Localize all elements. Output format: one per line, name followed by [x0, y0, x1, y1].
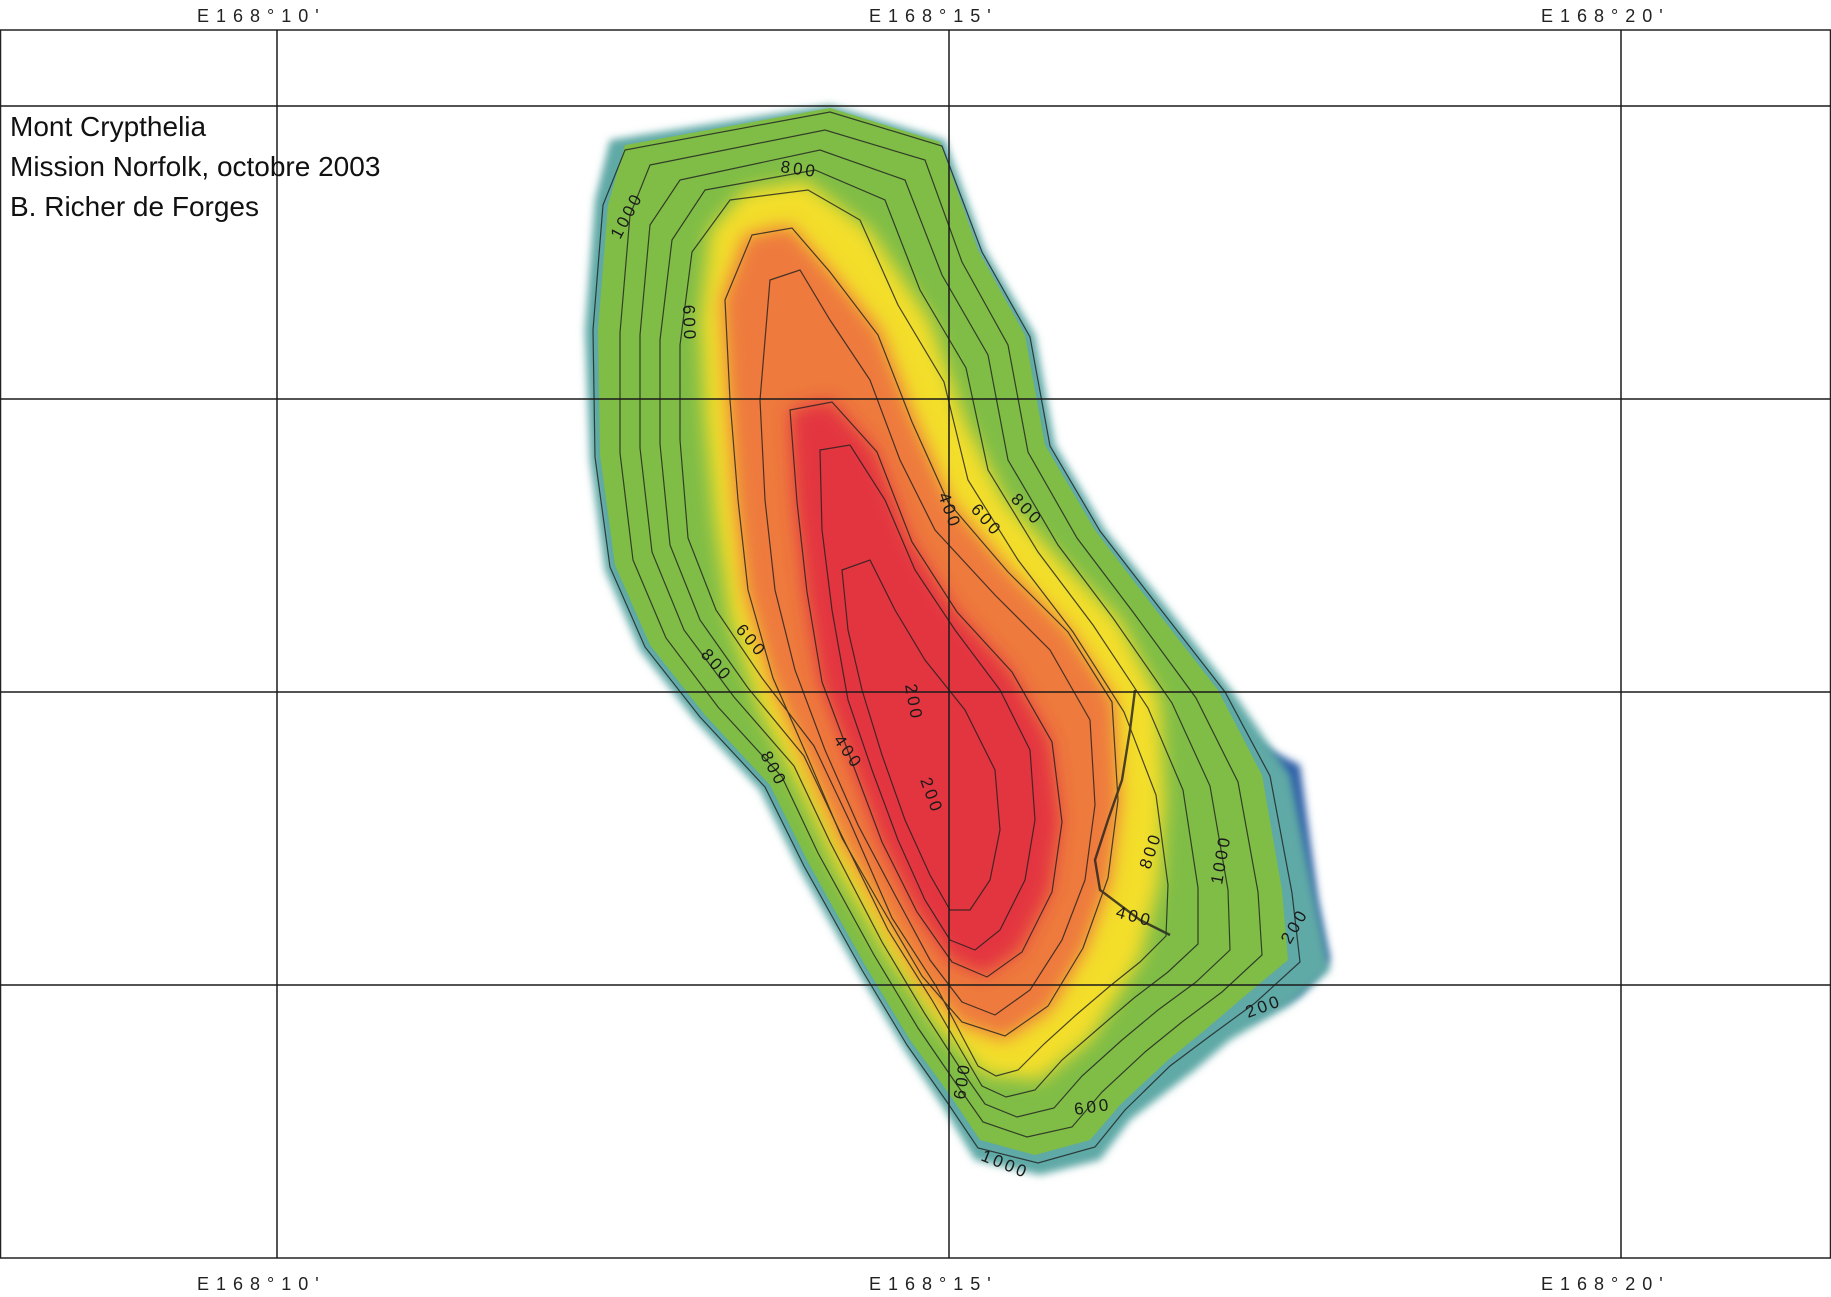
- map-title: Mont Crypthelia: [10, 111, 207, 142]
- graticule: [0, 30, 1831, 1258]
- longitude-labels-top: E168°10' E168°15' E168°20': [197, 6, 1670, 26]
- longitude-label: E168°10': [197, 1274, 326, 1294]
- longitude-label: E168°15': [869, 1274, 998, 1294]
- longitude-label: E168°20': [1541, 1274, 1670, 1294]
- longitude-label: E168°15': [869, 6, 998, 26]
- longitude-labels-bottom: E168°10' E168°15' E168°20': [197, 1274, 1670, 1294]
- map-author: B. Richer de Forges: [10, 191, 259, 222]
- map-info-block: Mont Crypthelia Mission Norfolk, octobre…: [10, 111, 380, 222]
- depth-band-red: [790, 400, 1060, 975]
- seamount-relief: [585, 105, 1330, 1175]
- contour-lines: [592, 111, 1301, 1164]
- longitude-label: E168°10': [197, 6, 326, 26]
- contour-label: 600: [679, 304, 699, 342]
- longitude-label: E168°20': [1541, 6, 1670, 26]
- map-mission: Mission Norfolk, octobre 2003: [10, 151, 380, 182]
